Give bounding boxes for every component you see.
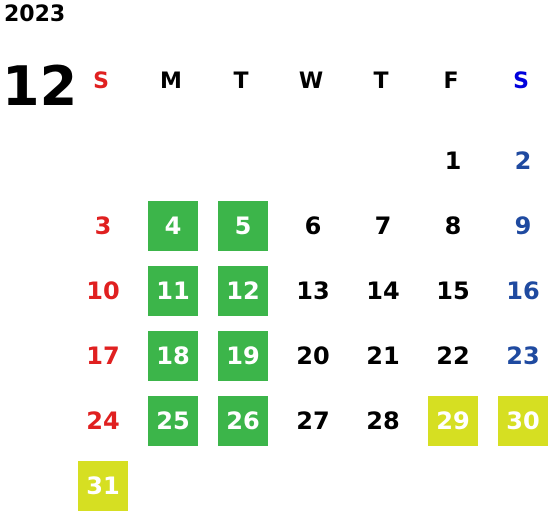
weekday-header-saturday: S (513, 68, 529, 94)
calendar-day-1: 1 (444, 147, 462, 175)
calendar-day-8: 8 (444, 212, 462, 240)
calendar-day-10: 10 (86, 277, 120, 305)
calendar-day-18: 18 (148, 331, 198, 381)
calendar-day-5: 5 (218, 201, 268, 251)
calendar-day-25: 25 (148, 396, 198, 446)
calendar-day-12: 12 (218, 266, 268, 316)
calendar-day-13: 13 (296, 277, 330, 305)
calendar-day-17: 17 (86, 342, 120, 370)
calendar-day-23: 23 (506, 342, 540, 370)
calendar-day-6: 6 (304, 212, 322, 240)
calendar-day-29: 29 (428, 396, 478, 446)
calendar-day-14: 14 (366, 277, 400, 305)
calendar-day-9: 9 (514, 212, 532, 240)
weekday-header-friday: F (443, 68, 459, 94)
calendar-day-30: 30 (498, 396, 548, 446)
calendar-year: 2023 (4, 2, 66, 27)
calendar-month: 12 (2, 55, 78, 118)
weekday-header-monday: M (160, 68, 182, 94)
calendar-day-16: 16 (506, 277, 540, 305)
calendar-day-3: 3 (94, 212, 112, 240)
calendar-day-22: 22 (436, 342, 470, 370)
calendar-day-31: 31 (78, 461, 128, 511)
calendar-day-4: 4 (148, 201, 198, 251)
calendar-day-15: 15 (436, 277, 470, 305)
weekday-header-sunday: S (93, 68, 109, 94)
calendar-day-11: 11 (148, 266, 198, 316)
weekday-header-wednesday: W (298, 68, 324, 94)
calendar-day-20: 20 (296, 342, 330, 370)
calendar-day-26: 26 (218, 396, 268, 446)
weekday-header-thursday: T (373, 68, 389, 94)
calendar-day-24: 24 (86, 407, 120, 435)
calendar-day-28: 28 (366, 407, 400, 435)
calendar-day-19: 19 (218, 331, 268, 381)
weekday-header-tuesday: T (233, 68, 249, 94)
calendar-day-2: 2 (514, 147, 532, 175)
calendar-day-7: 7 (374, 212, 392, 240)
calendar-day-21: 21 (366, 342, 400, 370)
calendar-day-27: 27 (296, 407, 330, 435)
